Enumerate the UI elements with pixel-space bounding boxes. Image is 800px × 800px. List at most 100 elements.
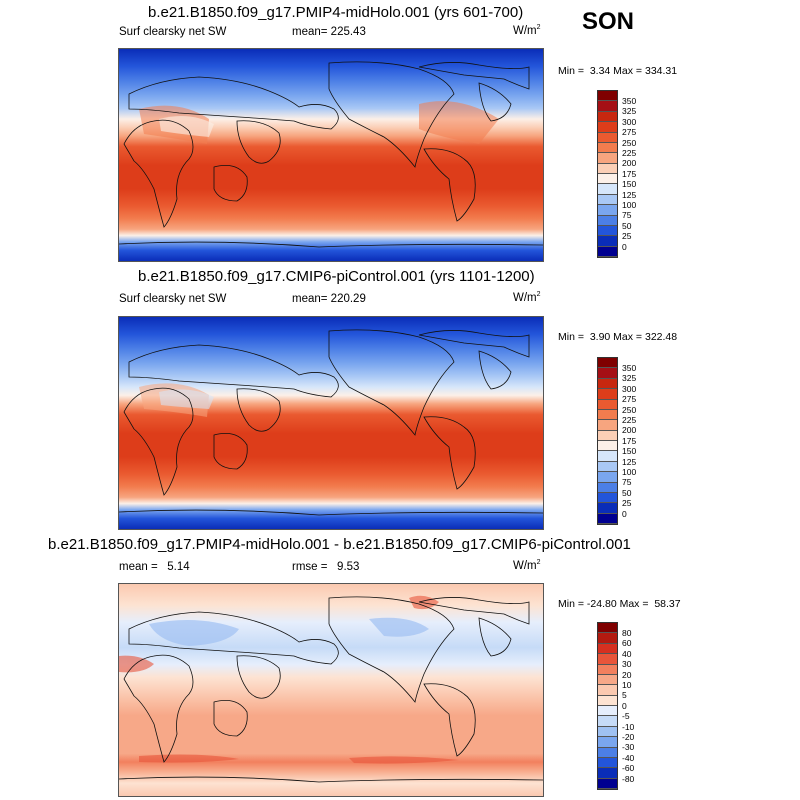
colorbar-swatch bbox=[598, 674, 617, 686]
colorbar-swatch bbox=[598, 778, 617, 789]
colorbar-swatch bbox=[598, 503, 617, 514]
colorbar-swatch bbox=[598, 205, 617, 216]
colorbar-tick: -60 bbox=[622, 763, 635, 774]
season-label: SON bbox=[582, 8, 635, 35]
colorbar-swatch bbox=[598, 706, 617, 717]
colorbar-tick: -80 bbox=[622, 773, 635, 784]
colorbar-tick: 150 bbox=[622, 446, 637, 457]
colorbar-tick: 100 bbox=[622, 467, 637, 477]
panel-3-colorbar-ticks: 80 60 40 30 20 10 5 0 -5 -10 -20 -30 -40… bbox=[622, 629, 662, 789]
colorbar-swatch bbox=[598, 747, 617, 758]
colorbar-swatch bbox=[598, 399, 617, 410]
colorbar-swatch bbox=[598, 142, 617, 154]
panel-2-units: W/m2 bbox=[513, 291, 541, 304]
panel-1-variable-label: Surf clearsky net SW bbox=[119, 26, 227, 38]
colorbar-swatch bbox=[598, 461, 617, 473]
colorbar-swatch bbox=[598, 695, 617, 706]
colorbar-swatch bbox=[598, 368, 617, 379]
panel-1-map bbox=[118, 48, 544, 262]
colorbar-swatch bbox=[598, 441, 617, 452]
colorbar-swatch bbox=[598, 153, 617, 164]
colorbar-swatch bbox=[598, 430, 617, 441]
panel-3-map bbox=[118, 583, 544, 797]
panel-3-colorbar bbox=[597, 622, 618, 790]
panel-2-title: b.e21.B1850.f09_g17.CMIP6-piControl.001 … bbox=[138, 268, 535, 285]
colorbar-swatch bbox=[598, 451, 617, 462]
colorbar-swatch bbox=[598, 184, 617, 195]
panel-1-mean-label: mean= 225.43 bbox=[292, 26, 366, 38]
colorbar-swatch bbox=[598, 246, 617, 257]
colorbar-tick: 350 bbox=[622, 96, 637, 106]
colorbar-swatch bbox=[598, 757, 617, 769]
colorbar-swatch bbox=[598, 91, 617, 102]
panel-1-colorbar-ticks: 350 325 300 275 250 225 200 175 150 125 … bbox=[622, 97, 662, 257]
colorbar-tick: 50 bbox=[622, 220, 632, 231]
colorbar-tick: 125 bbox=[622, 189, 637, 200]
colorbar-swatch bbox=[598, 726, 617, 738]
colorbar-swatch bbox=[598, 420, 617, 431]
colorbar-tick: 275 bbox=[622, 394, 637, 405]
colorbar-tick: 40 bbox=[622, 648, 632, 659]
colorbar-swatch bbox=[598, 132, 617, 143]
colorbar-swatch bbox=[598, 654, 617, 665]
colorbar-tick: 0 bbox=[622, 241, 627, 252]
colorbar-tick: 30 bbox=[622, 659, 632, 670]
colorbar-swatch bbox=[598, 122, 617, 133]
colorbar-swatch bbox=[598, 664, 617, 675]
colorbar-tick: 350 bbox=[622, 363, 637, 373]
colorbar-swatch bbox=[598, 482, 617, 493]
panel-3-minmax: Min = -24.80 Max = 58.37 bbox=[558, 598, 681, 610]
colorbar-swatch bbox=[598, 472, 617, 483]
panel-2-minmax: Min = 3.90 Max = 322.48 bbox=[558, 331, 678, 343]
colorbar-tick: 200 bbox=[622, 425, 637, 436]
panel-2-mean-label: mean= 220.29 bbox=[292, 293, 366, 305]
colorbar-tick: -20 bbox=[622, 732, 635, 742]
colorbar-tick: 0 bbox=[622, 700, 627, 711]
panel-3-mean-label: mean = 5.14 bbox=[119, 561, 190, 573]
colorbar-swatch bbox=[598, 409, 617, 421]
colorbar-tick: 10 bbox=[622, 680, 632, 690]
colorbar-tick: 175 bbox=[622, 435, 637, 446]
colorbar-swatch bbox=[598, 643, 617, 655]
colorbar-tick: 175 bbox=[622, 168, 637, 179]
colorbar-swatch bbox=[598, 378, 617, 390]
panel-2-colorbar-ticks: 350 325 300 275 250 225 200 175 150 125 … bbox=[622, 364, 662, 524]
panel-3-units: W/m2 bbox=[513, 559, 541, 572]
colorbar-swatch bbox=[598, 236, 617, 247]
colorbar-swatch bbox=[598, 111, 617, 123]
colorbar-tick: 325 bbox=[622, 373, 637, 384]
colorbar-tick: 325 bbox=[622, 106, 637, 117]
colorbar-tick: 80 bbox=[622, 628, 632, 638]
panel-1-title: b.e21.B1850.f09_g17.PMIP4-midHolo.001 (y… bbox=[148, 4, 524, 21]
colorbar-swatch bbox=[598, 358, 617, 369]
colorbar-tick: 200 bbox=[622, 158, 637, 169]
colorbar-tick: 250 bbox=[622, 137, 637, 148]
colorbar-tick: 75 bbox=[622, 477, 632, 488]
colorbar-tick: 300 bbox=[622, 383, 637, 394]
colorbar-tick: -10 bbox=[622, 721, 635, 732]
colorbar-swatch bbox=[598, 101, 617, 112]
colorbar-swatch bbox=[598, 768, 617, 779]
colorbar-tick: 225 bbox=[622, 415, 637, 425]
panel-2-colorbar bbox=[597, 357, 618, 525]
colorbar-tick: 60 bbox=[622, 638, 632, 649]
colorbar-swatch bbox=[598, 737, 617, 748]
colorbar-tick: 25 bbox=[622, 231, 632, 242]
colorbar-swatch bbox=[598, 513, 617, 524]
colorbar-tick: 0 bbox=[622, 508, 627, 519]
colorbar-tick: 275 bbox=[622, 127, 637, 138]
colorbar-tick: 125 bbox=[622, 456, 637, 467]
colorbar-swatch bbox=[598, 685, 617, 696]
panel-1-minmax: Min = 3.34 Max = 334.31 bbox=[558, 65, 678, 77]
panel-1-units: W/m2 bbox=[513, 24, 541, 37]
colorbar-swatch bbox=[598, 633, 617, 644]
colorbar-swatch bbox=[598, 225, 617, 237]
colorbar-tick: 100 bbox=[622, 200, 637, 210]
colorbar-swatch bbox=[598, 623, 617, 634]
colorbar-tick: 50 bbox=[622, 487, 632, 498]
colorbar-tick: 250 bbox=[622, 404, 637, 415]
panel-3-title: b.e21.B1850.f09_g17.PMIP4-midHolo.001 - … bbox=[48, 536, 631, 553]
panel-3-rmse-label: rmse = 9.53 bbox=[292, 561, 360, 573]
colorbar-swatch bbox=[598, 492, 617, 504]
colorbar-tick: 20 bbox=[622, 669, 632, 680]
